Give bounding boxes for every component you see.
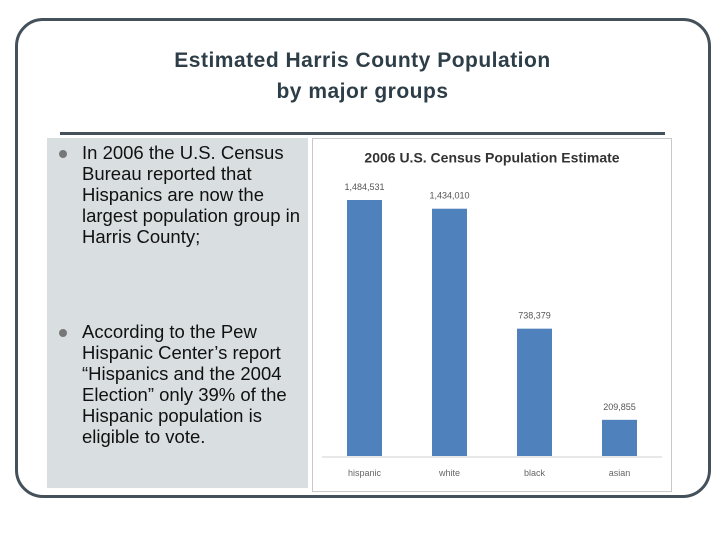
value-label: 1,484,531: [344, 182, 384, 192]
title-line: Estimated Harris County Population: [174, 49, 551, 72]
bullet-text: In 2006 the U.S. Census Bureau reported …: [82, 142, 301, 247]
bar: [347, 200, 382, 456]
value-label: 209,855: [603, 402, 636, 412]
slide-title: Estimated Harris County Population by ma…: [60, 45, 665, 107]
text-panel: In 2006 the U.S. Census Bureau reported …: [47, 138, 308, 488]
chart: 2006 U.S. Census Population Estimate 1,4…: [312, 138, 672, 492]
frame: [15, 18, 711, 498]
x-tick-label: asian: [609, 468, 631, 478]
title-line: by major groups: [276, 80, 449, 103]
value-label: 1,434,010: [429, 191, 469, 201]
bar: [602, 419, 637, 456]
x-tick-label: black: [524, 468, 546, 478]
x-tick-label: hispanic: [348, 468, 382, 478]
divider: [60, 132, 665, 135]
value-label: 738,379: [518, 311, 551, 321]
bar: [517, 328, 552, 456]
x-tick-label: white: [438, 468, 460, 478]
bullet-text: According to the Pew Hispanic Center’s r…: [82, 321, 287, 447]
bar: [432, 208, 467, 456]
chart-title: 2006 U.S. Census Population Estimate: [364, 150, 619, 166]
